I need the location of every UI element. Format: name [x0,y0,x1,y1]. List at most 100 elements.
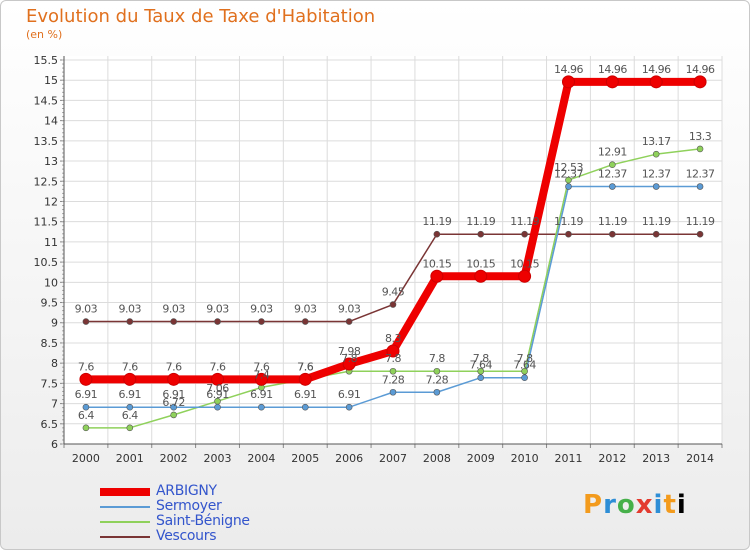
data-point [433,230,441,238]
y-tick-label: 7.5 [41,377,59,390]
data-label: 6.91 [206,388,229,401]
data-label: 12.91 [598,146,627,159]
data-point [126,318,134,325]
data-label: 14.96 [598,63,627,76]
data-point [477,374,485,382]
y-tick-label: 15 [44,74,58,87]
y-tick-label: 15.5 [34,54,59,67]
data-label: 7.8 [385,352,401,365]
data-point [386,344,400,358]
data-label: 9.03 [119,303,142,316]
legend-swatch [100,487,150,496]
data-label: 13.17 [642,135,671,148]
data-point [258,318,265,325]
data-label: 11.19 [554,215,583,228]
data-label: 9.03 [250,303,273,316]
data-label: 9.03 [294,303,317,316]
x-tick-label: 2006 [335,452,363,465]
data-point [214,403,221,411]
data-label: 7.28 [426,373,449,386]
data-label: 6.91 [162,388,185,401]
data-label: 6.91 [338,388,361,401]
y-tick-label: 6.5 [41,418,59,431]
data-label: 7.4 [253,368,269,381]
legend-label: Sermoyer [156,498,222,514]
data-point [345,403,353,411]
data-point [521,367,528,375]
data-label: 7.6 [253,360,269,373]
data-label: 10.15 [422,257,451,270]
x-tick-label: 2007 [379,452,407,465]
legend-item: ARBIGNY [100,484,250,499]
data-point [474,269,488,283]
x-tick-label: 2008 [423,452,451,465]
data-point [79,372,93,386]
data-point [82,403,90,411]
data-label: 9.03 [162,303,185,316]
data-point [518,269,532,283]
data-label: 6.91 [119,388,142,401]
y-tick-label: 6 [51,438,58,451]
data-point [565,230,572,238]
y-tick-label: 10.5 [34,256,59,269]
data-point [565,176,572,184]
data-label: 12.53 [554,161,583,174]
data-label: 7.6 [122,360,138,373]
legend-item: Saint-Bénigne [100,514,250,529]
data-label: 6.91 [75,388,98,401]
data-label: 9.03 [206,303,229,316]
data-label: 7.64 [513,359,536,372]
data-label: 9.03 [75,303,98,316]
data-label: 6.91 [294,388,317,401]
legend-label: Saint-Bénigne [156,513,250,529]
data-label: 11.19 [642,215,671,228]
data-label: 7.8 [517,352,533,365]
data-point [123,372,137,386]
data-point [298,372,312,386]
legend-item: Sermoyer [100,499,250,514]
data-point [430,269,444,283]
chart-subtitle: (en %) [26,28,63,41]
data-point [170,403,177,411]
data-point [389,367,397,375]
data-point [477,367,485,375]
data-label: 7.6 [297,360,313,373]
data-point [649,75,663,89]
y-tick-label: 12 [44,195,58,208]
data-label: 12.37 [598,168,627,181]
data-point [696,183,704,190]
data-point [609,230,616,238]
data-point [82,318,90,325]
data-point [167,372,181,386]
data-label: 7.28 [382,373,405,386]
chart-title: Evolution du Taux de Taxe d'Habitation [26,6,376,27]
data-label: 6.4 [78,409,94,422]
y-tick-label: 11 [44,236,58,249]
data-label: 7.6 [166,360,182,373]
data-label: 7.8 [341,352,357,365]
data-label: 11.19 [686,215,715,228]
data-point [561,75,575,89]
x-tick-label: 2010 [511,452,539,465]
data-label: 7.8 [473,352,489,365]
x-tick-label: 2012 [598,452,626,465]
data-label: 8.3 [385,332,401,345]
data-point [433,367,441,375]
y-tick-label: 8.5 [41,337,59,350]
data-point [170,411,177,419]
data-point [389,301,397,308]
data-point [82,424,90,432]
y-tick-label: 10 [44,276,58,289]
data-label: 10.15 [510,257,539,270]
data-label: 11.19 [466,215,495,228]
data-point [609,161,616,168]
y-tick-label: 13.5 [34,135,59,148]
x-tick-label: 2014 [686,452,714,465]
data-point [565,183,572,190]
legend-item: Vescours [100,529,250,544]
data-point [521,230,528,238]
data-label: 12.37 [642,168,671,181]
legend-label: ARBIGNY [156,483,217,499]
data-label: 14.96 [554,63,583,76]
